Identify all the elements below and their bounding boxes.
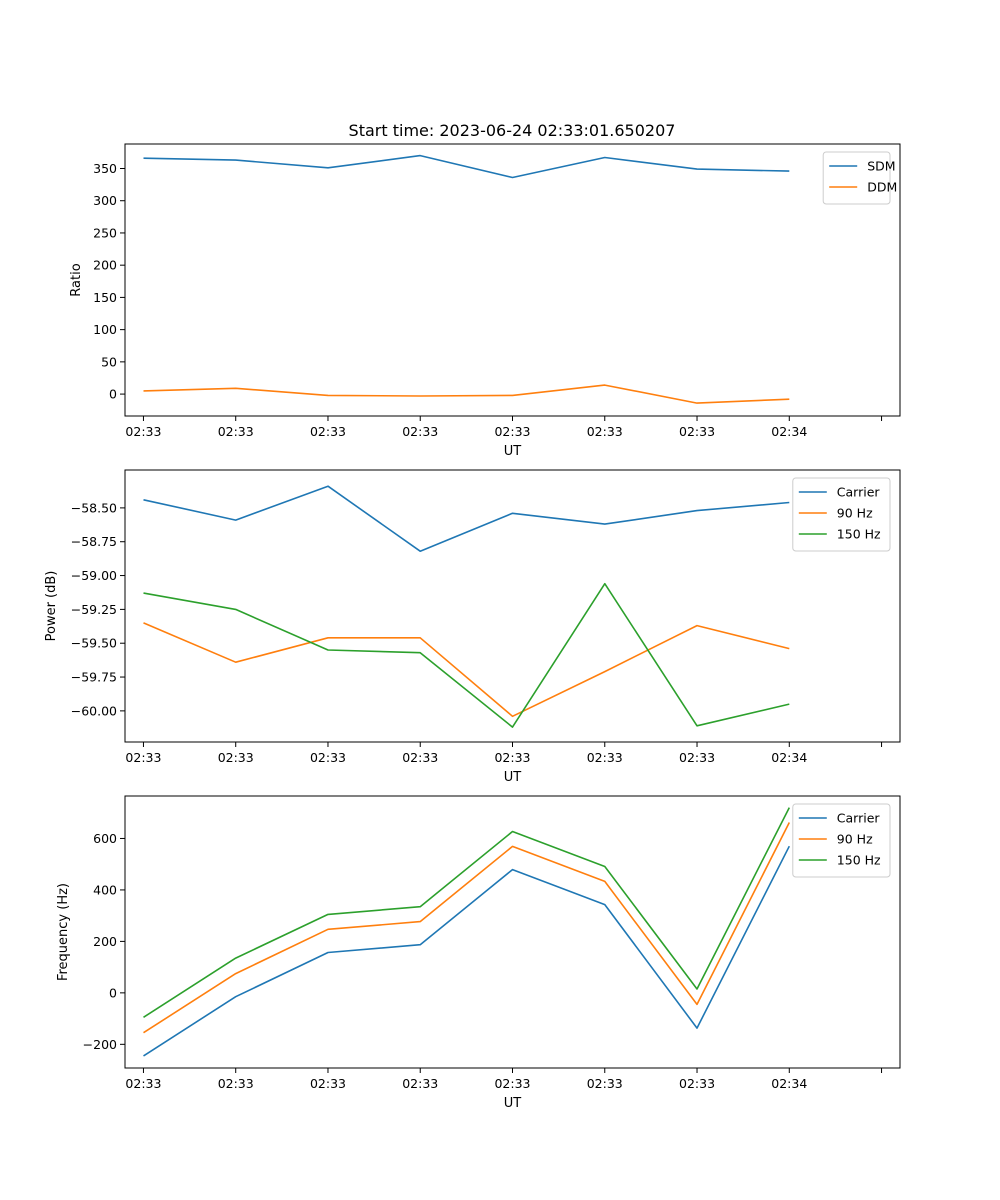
x-tick-label: 02:33 bbox=[402, 750, 438, 765]
series-line-carrier bbox=[143, 485, 790, 553]
series-line-ddm bbox=[143, 384, 790, 404]
y-tick-label: 200 bbox=[93, 258, 117, 273]
panel-3: 02:33 02:33 02:33 02:33 02:33 02:33 02:33 02:34… bbox=[56, 795, 901, 1111]
plot-frame bbox=[124, 469, 901, 743]
y-tick-label: 350 bbox=[93, 161, 117, 176]
x-tick-label: 02:34 bbox=[771, 750, 807, 765]
x-tick-label: 02:33 bbox=[402, 424, 438, 439]
legend-label: Carrier bbox=[837, 485, 881, 500]
plot-frame bbox=[124, 795, 901, 1069]
x-tick-label: 02:33 bbox=[494, 424, 530, 439]
x-tick-label: 02:33 bbox=[402, 1076, 438, 1091]
series-line-sdm bbox=[143, 154, 790, 179]
series-line-carrier bbox=[143, 845, 791, 1057]
y-tick-label: 400 bbox=[93, 882, 117, 897]
legend-box bbox=[822, 151, 891, 205]
y-tick-label: −59.25 bbox=[71, 602, 117, 617]
legend: Carrier 90 Hz 150 Hz bbox=[792, 803, 891, 878]
panel-2: 02:33 02:33 02:33 02:33 02:33 02:33 02:33 02:34… bbox=[44, 469, 901, 785]
legend-label: SDM bbox=[867, 159, 895, 174]
y-tick-label: −59.75 bbox=[71, 670, 117, 685]
x-tick-label: 02:33 bbox=[125, 1076, 161, 1091]
y-tick-label: 100 bbox=[93, 322, 117, 337]
x-tick-label: 02:33 bbox=[125, 424, 161, 439]
y-tick-label: 50 bbox=[101, 354, 117, 369]
x-tick-label: 02:33 bbox=[679, 1076, 715, 1091]
x-tick-label: 02:33 bbox=[310, 750, 346, 765]
legend-label: DDM bbox=[867, 180, 897, 195]
x-axis-label: UT bbox=[504, 1096, 522, 1111]
series-line-90-hz bbox=[143, 622, 790, 718]
x-tick-label: 02:33 bbox=[587, 750, 623, 765]
x-tick-label: 02:33 bbox=[218, 424, 254, 439]
x-tick-label: 02:33 bbox=[494, 750, 530, 765]
y-tick-label: 600 bbox=[93, 831, 117, 846]
x-axis-label: UT bbox=[504, 444, 522, 459]
x-tick-label: 02:33 bbox=[587, 1076, 623, 1091]
series-line-150-hz bbox=[143, 582, 790, 728]
y-axis-label: Power (dB) bbox=[44, 571, 59, 642]
y-tick-label: −60.00 bbox=[71, 703, 117, 718]
y-tick-label: −58.50 bbox=[71, 500, 117, 515]
y-axis-label: Frequency (Hz) bbox=[56, 883, 71, 981]
series-line-90-hz bbox=[143, 822, 791, 1034]
y-tick-label: −200 bbox=[83, 1037, 117, 1052]
legend-box bbox=[792, 803, 891, 878]
x-tick-label: 02:33 bbox=[679, 424, 715, 439]
legend-label: 150 Hz bbox=[837, 853, 881, 868]
y-tick-label: −59.00 bbox=[71, 568, 117, 583]
x-tick-label: 02:33 bbox=[310, 1076, 346, 1091]
x-tick-label: 02:33 bbox=[679, 750, 715, 765]
panels: 02:33 02:33 02:33 02:33 02:33 02:33 02:33 02:34… bbox=[44, 143, 901, 1111]
legend: Carrier 90 Hz 150 Hz bbox=[792, 477, 891, 552]
legend: SDM DDM bbox=[822, 151, 897, 205]
figure-title: Start time: 2023-06-24 02:33:01.650207 bbox=[349, 121, 676, 140]
y-tick-label: 250 bbox=[93, 225, 117, 240]
y-tick-label: 0 bbox=[109, 985, 117, 1000]
y-tick-label: 200 bbox=[93, 934, 117, 949]
x-tick-label: 02:33 bbox=[494, 1076, 530, 1091]
x-tick-label: 02:33 bbox=[125, 750, 161, 765]
y-tick-label: 300 bbox=[93, 193, 117, 208]
x-tick-label: 02:33 bbox=[310, 424, 346, 439]
panel-1: 02:33 02:33 02:33 02:33 02:33 02:33 02:33 02:34… bbox=[69, 143, 901, 459]
x-tick-label: 02:34 bbox=[771, 1076, 807, 1091]
legend-label: 90 Hz bbox=[837, 506, 873, 521]
legend-label: 150 Hz bbox=[837, 527, 881, 542]
x-tick-label: 02:33 bbox=[218, 1076, 254, 1091]
x-tick-label: 02:33 bbox=[587, 424, 623, 439]
y-tick-label: −58.75 bbox=[71, 534, 117, 549]
y-tick-label: −59.50 bbox=[71, 636, 117, 651]
legend-box bbox=[792, 477, 891, 552]
plot-frame bbox=[124, 143, 901, 417]
x-tick-label: 02:33 bbox=[218, 750, 254, 765]
y-tick-label: 150 bbox=[93, 290, 117, 305]
x-tick-label: 02:34 bbox=[771, 424, 807, 439]
y-axis-label: Ratio bbox=[69, 263, 84, 296]
x-axis-label: UT bbox=[504, 770, 522, 785]
legend-label: Carrier bbox=[837, 811, 881, 826]
legend-label: 90 Hz bbox=[837, 832, 873, 847]
series-line-150-hz bbox=[143, 807, 791, 1018]
y-tick-label: 0 bbox=[109, 387, 117, 402]
